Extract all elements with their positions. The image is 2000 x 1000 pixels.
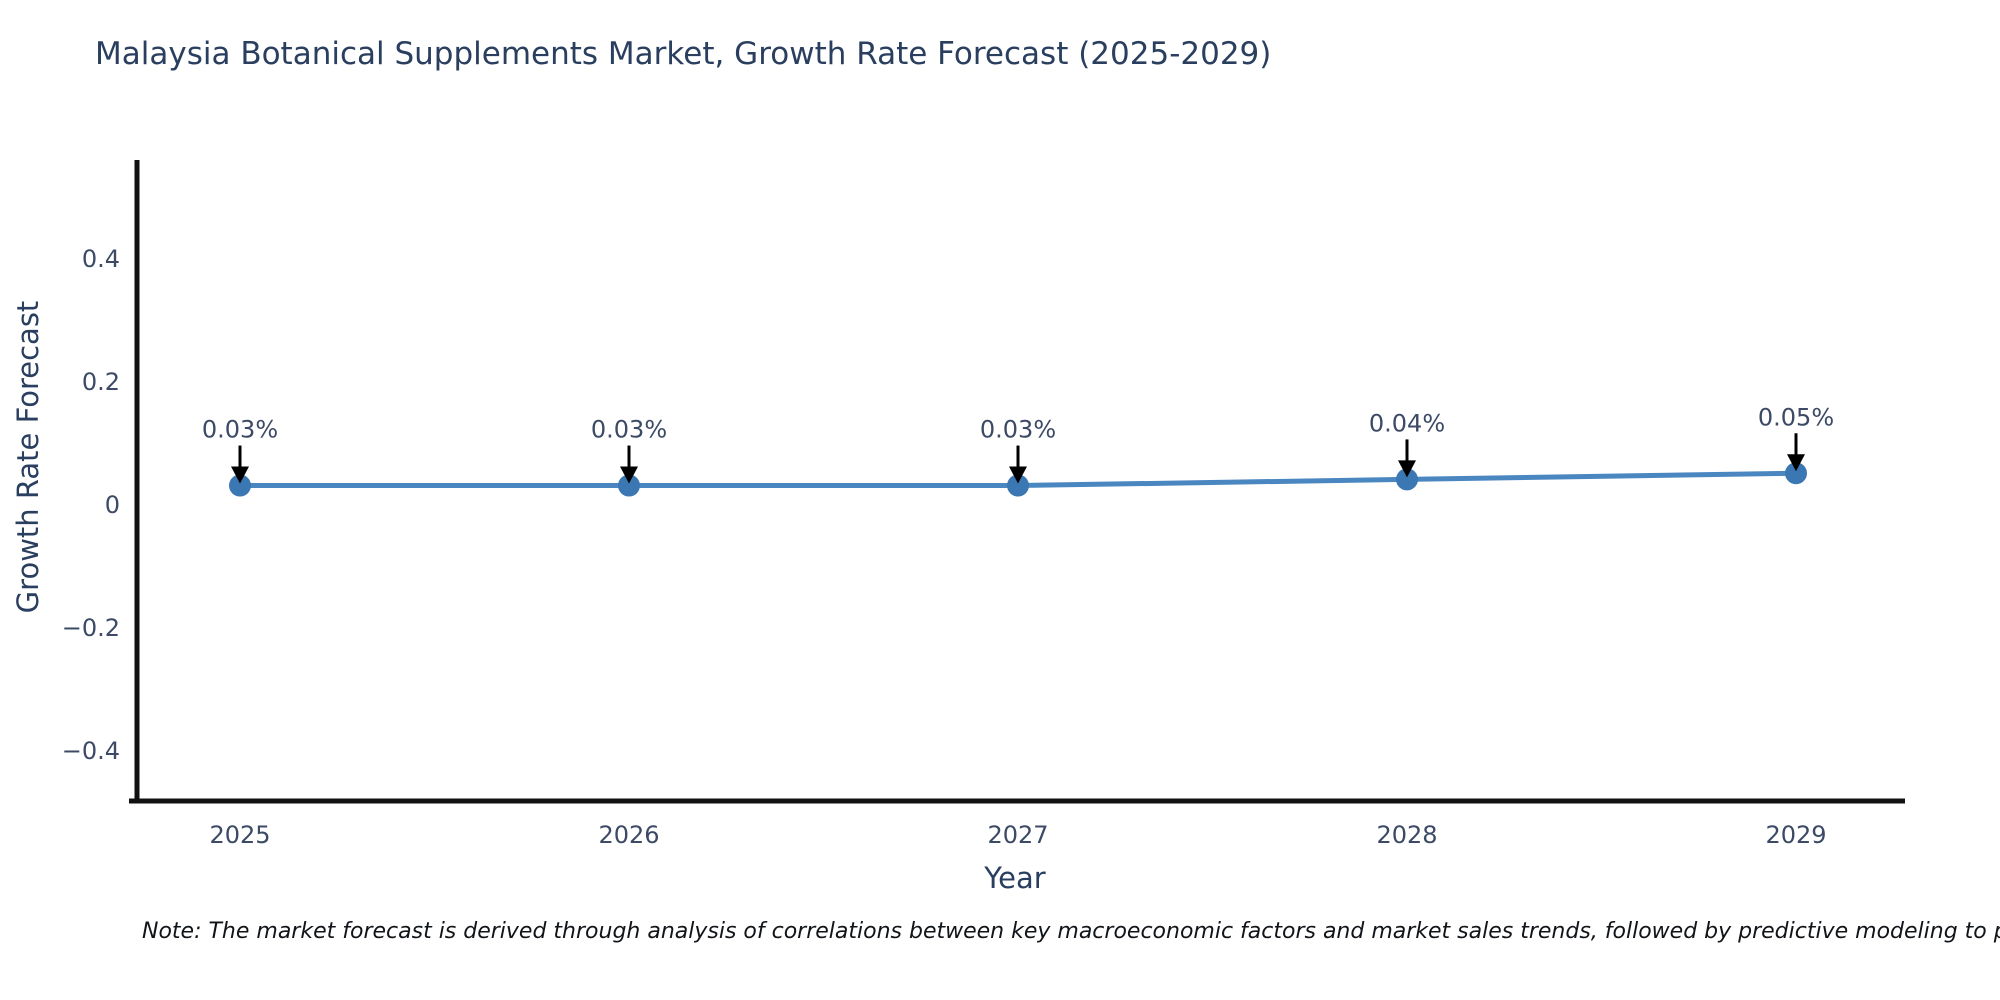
annotation-label: 0.03% [980,416,1056,444]
annotation-label: 0.04% [1369,409,1445,437]
annotation-label: 0.05% [1758,403,1834,431]
x-axis-title: Year [984,861,1046,895]
annotation-arrowhead [620,466,638,484]
annotation-label: 0.03% [202,416,278,444]
x-tick-label: 2029 [1765,821,1826,849]
footnote: Note: The market forecast is derived thr… [142,919,2000,944]
x-tick-label: 2026 [598,821,659,849]
annotation-label: 0.03% [591,416,667,444]
annotation-arrowhead [231,466,249,484]
data-point [618,474,640,497]
annotation-arrowhead [1009,466,1027,484]
y-tick-label: −0.4 [62,737,120,765]
y-tick-label: −0.2 [62,614,120,642]
chart-title: Malaysia Botanical Supplements Market, G… [95,36,1272,72]
x-tick-label: 2027 [987,821,1048,849]
annotation-arrowhead [1398,460,1416,478]
y-tick-label: 0.2 [82,368,120,396]
annotation-arrowhead [1787,454,1805,472]
data-point [1007,474,1029,497]
x-tick-label: 2025 [209,821,270,849]
data-point [229,474,251,497]
y-tick-label: 0.4 [82,245,120,273]
data-point [1396,468,1418,491]
data-point [1785,462,1807,485]
y-tick-label: 0 [105,491,120,519]
x-tick-label: 2028 [1376,821,1437,849]
